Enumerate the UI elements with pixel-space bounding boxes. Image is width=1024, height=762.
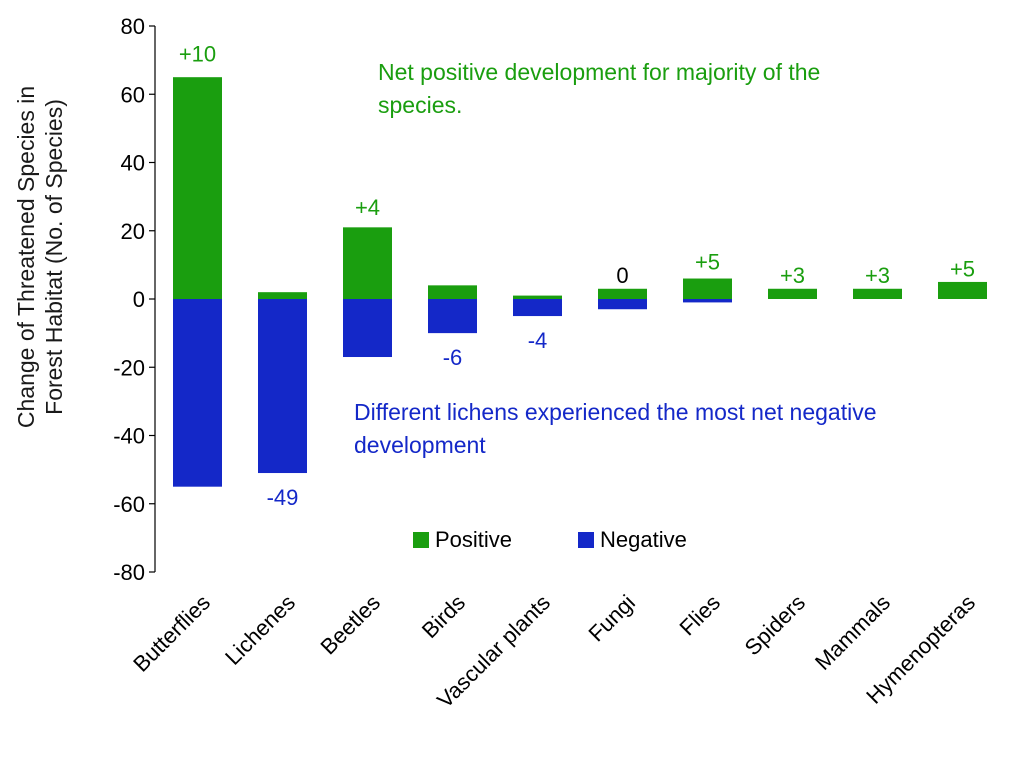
x-tick-label-fungi: Fungi — [583, 590, 640, 647]
legend-swatch-negative — [578, 532, 594, 548]
x-tick-label-lichenes: Lichenes — [220, 590, 300, 670]
y-axis-label: Change of Threatened Species in Forest Ha… — [13, 86, 67, 428]
x-tick-label-flies: Flies — [675, 590, 726, 641]
bar-negative-beetles — [343, 299, 392, 358]
annotation-2-line: development — [354, 432, 486, 458]
x-tick-label-beetles: Beetles — [315, 590, 385, 660]
net-label-birds: -6 — [443, 345, 463, 370]
x-tick-label-spiders: Spiders — [740, 590, 810, 660]
bar-negative-fungi — [598, 299, 647, 310]
bar-positive-mammals — [853, 288, 902, 299]
bar-positive-flies — [683, 278, 732, 299]
legend-label-negative: Negative — [600, 527, 687, 552]
bar-positive-spiders — [768, 288, 817, 299]
annotation-1-line: Net positive development for majority of… — [378, 59, 820, 85]
annotation-2-line: Different lichens experienced the most n… — [354, 399, 877, 425]
annotation-1-line: species. — [378, 92, 462, 118]
y-tick-label: -80 — [113, 560, 145, 585]
y-tick-label: -40 — [113, 424, 145, 449]
net-label-spiders: +3 — [780, 263, 805, 288]
bar-negative-butterflies — [173, 299, 222, 487]
legend-swatch-positive — [413, 532, 429, 548]
x-tick-label-butterflies: Butterflies — [128, 590, 215, 677]
y-tick-label: 80 — [121, 14, 145, 39]
net-label-flies: +5 — [695, 249, 720, 274]
legend-label-positive: Positive — [435, 527, 512, 552]
net-label-hymenopteras: +5 — [950, 256, 975, 281]
bars — [173, 77, 987, 487]
annotations: Net positive development for majority of… — [354, 59, 877, 458]
bar-negative-vascular-plants — [513, 299, 562, 317]
bar-negative-lichenes — [258, 299, 307, 474]
net-labels: +10 -49 +4 -6 -4 0 +5 +3 +3 +5 — [179, 41, 975, 510]
bar-positive-butterflies — [173, 77, 222, 299]
y-tick-label: -60 — [113, 492, 145, 517]
bar-negative-birds — [428, 299, 477, 334]
net-label-fungi: 0 — [616, 263, 628, 288]
x-axis: Butterflies Lichenes Beetles BirdsVascular … — [128, 590, 980, 713]
legend: Positive Negative — [413, 527, 687, 552]
y-tick-label: 20 — [121, 219, 145, 244]
y-tick-label: 40 — [121, 151, 145, 176]
bar-positive-lichenes — [258, 292, 307, 299]
net-label-lichenes: -49 — [267, 485, 299, 510]
bar-positive-hymenopteras — [938, 281, 987, 299]
y-axis: 80 60 40 20 0 -20 -40 -60 -80 — [113, 14, 156, 585]
bar-positive-vascular-plants — [513, 295, 562, 299]
y-axis-label-line: Forest Habitat (No. of Species) — [41, 99, 67, 415]
net-label-butterflies: +10 — [179, 41, 216, 66]
bar-positive-fungi — [598, 288, 647, 299]
y-tick-label: 0 — [133, 287, 145, 312]
bar-positive-birds — [428, 285, 477, 299]
y-tick-label: -20 — [113, 355, 145, 380]
y-tick-label: 60 — [121, 82, 145, 107]
net-label-vascular-plants: -4 — [528, 328, 548, 353]
y-axis-label-line: Change of Threatened Species in — [13, 86, 39, 428]
net-label-mammals: +3 — [865, 263, 890, 288]
x-tick-label-mammals: Mammals — [810, 590, 895, 675]
x-tick-label-birds: Birds — [417, 590, 470, 643]
net-label-beetles: +4 — [355, 195, 380, 220]
bar-negative-flies — [683, 299, 732, 303]
bar-positive-beetles — [343, 227, 392, 299]
